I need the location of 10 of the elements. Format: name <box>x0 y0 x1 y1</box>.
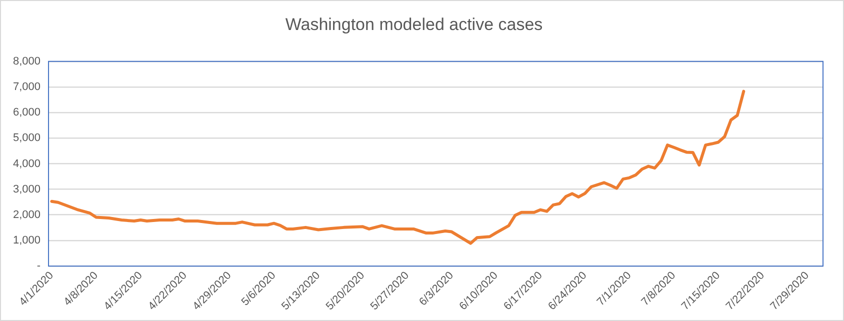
y-tick-label: 2,000 <box>12 208 41 221</box>
y-tick-label: 1,000 <box>12 234 41 247</box>
y-tick-label: - <box>36 260 41 272</box>
y-tick-label: 5,000 <box>12 132 41 144</box>
y-tick-label: 3,000 <box>12 183 41 196</box>
chart-title: Washington modeled active cases <box>285 14 543 34</box>
y-tick-label: 4,000 <box>12 158 41 170</box>
y-tick-label: 7,000 <box>12 81 41 94</box>
y-tick-label: 6,000 <box>12 106 41 119</box>
y-tick-label: 8,000 <box>12 55 41 68</box>
